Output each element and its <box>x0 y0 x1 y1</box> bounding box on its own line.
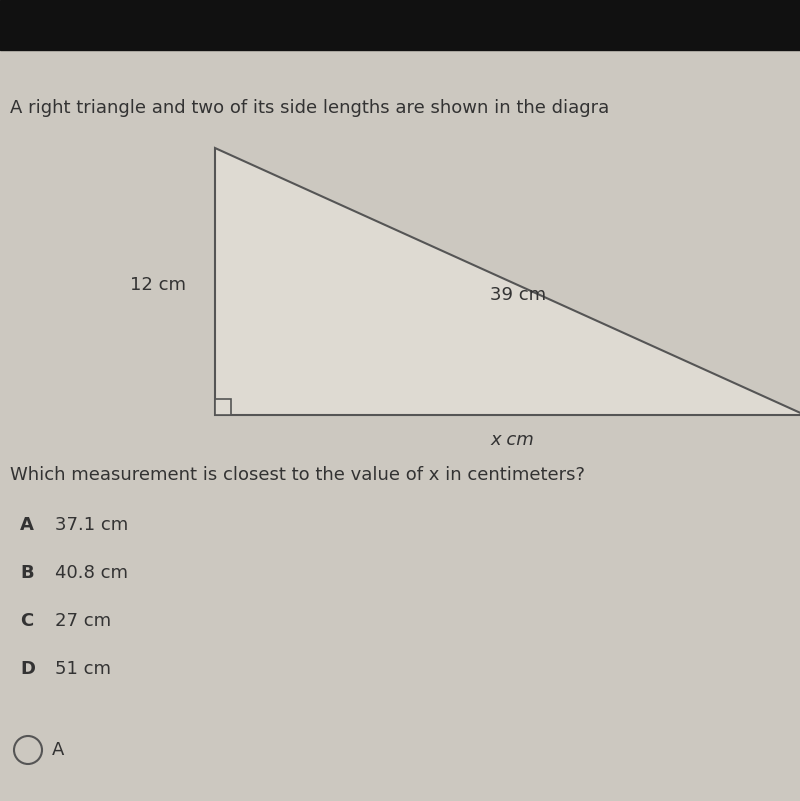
Text: C: C <box>20 612 34 630</box>
Text: Which measurement is closest to the value of x in centimeters?: Which measurement is closest to the valu… <box>10 466 585 484</box>
Text: 27 cm: 27 cm <box>55 612 111 630</box>
Text: x cm: x cm <box>490 431 534 449</box>
Bar <box>215 399 231 415</box>
Text: D: D <box>20 660 35 678</box>
Bar <box>0 0 800 50</box>
Text: 39 cm: 39 cm <box>490 286 546 304</box>
Text: 51 cm: 51 cm <box>55 660 111 678</box>
Text: 37.1 cm: 37.1 cm <box>55 516 128 534</box>
Text: A: A <box>52 741 64 759</box>
Text: B: B <box>20 564 34 582</box>
Text: 12 cm: 12 cm <box>130 276 186 294</box>
Polygon shape <box>215 148 800 415</box>
Text: A: A <box>20 516 34 534</box>
Text: A right triangle and two of its side lengths are shown in the diagra: A right triangle and two of its side len… <box>10 99 610 117</box>
Text: 40.8 cm: 40.8 cm <box>55 564 128 582</box>
